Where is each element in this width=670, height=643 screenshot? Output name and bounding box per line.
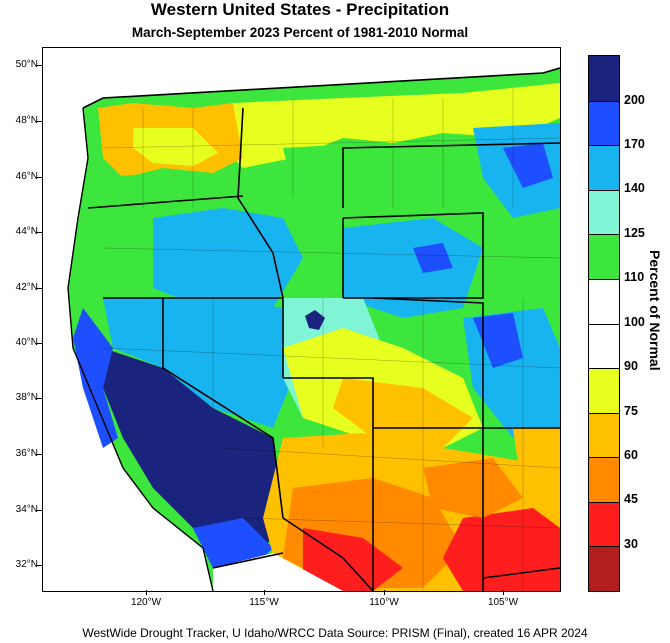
colorbar-swatch [589, 234, 619, 280]
lat-tick [37, 343, 42, 344]
cb-label-170: 170 [624, 137, 645, 151]
lon-label-105: 105°W [487, 597, 519, 608]
region-california-blue [73, 308, 118, 448]
region-four-corners-orange [333, 378, 473, 448]
lon-label-115: 115°W [249, 597, 279, 608]
lat-tick [37, 398, 42, 399]
region-idaho-blue [153, 208, 303, 308]
colorbar-divider [589, 501, 619, 503]
precipitation-map [42, 47, 561, 592]
cb-label-200: 200 [624, 93, 645, 107]
lat-label-48: 48°N [15, 115, 38, 126]
cb-label-75: 75 [624, 404, 638, 418]
colorbar-divider [589, 412, 619, 414]
lon-label-120: 120°W [130, 597, 162, 608]
colorbar-swatch [589, 501, 619, 547]
colorbar-divider [589, 100, 619, 102]
region-plains-south-orange [513, 428, 560, 508]
region-newmexico-darkorange [423, 458, 523, 518]
colorbar-title: Percent of Normal [647, 250, 663, 371]
cb-label-30: 30 [624, 537, 638, 551]
colorbar-divider [589, 189, 619, 191]
lat-tick [37, 177, 42, 178]
lat-tick [37, 454, 42, 455]
lat-label-34: 34°N [15, 504, 38, 515]
region-newmexico-red [443, 508, 560, 591]
region-arizona-red [303, 528, 403, 591]
colorbar-divider [589, 323, 619, 325]
lat-tick [37, 232, 42, 233]
region-wyoming-cyan [343, 218, 483, 318]
lat-label-40: 40°N [15, 337, 38, 348]
colorbar-divider [589, 278, 619, 280]
lat-tick [37, 510, 42, 511]
lon-tick [264, 590, 265, 595]
cb-label-140: 140 [624, 181, 645, 195]
lon-tick [503, 590, 504, 595]
region-colorado-deepblue [473, 313, 523, 368]
lat-label-36: 36°N [15, 448, 38, 459]
lat-label-46: 46°N [15, 171, 38, 182]
region-nevada-cyan [103, 298, 293, 428]
lat-label-42: 42°N [15, 282, 38, 293]
region-socal-blue [193, 518, 273, 568]
colorbar-swatch [589, 412, 619, 458]
cb-label-110: 110 [624, 270, 645, 284]
lat-tick [37, 288, 42, 289]
colorbar-legend [588, 55, 620, 592]
colorbar-swatch [589, 323, 619, 369]
county-borders [102, 88, 560, 591]
sub-title: March-September 2023 Percent of 1981-201… [131, 25, 469, 40]
colorbar-swatch [589, 278, 619, 324]
colorbar-divider [589, 145, 619, 147]
region-plains-deepblue [503, 143, 553, 188]
colorbar-swatch [589, 100, 619, 146]
colorbar-divider [589, 546, 619, 548]
footer-credit: WestWide Drought Tracker, U Idaho/WRCC D… [82, 626, 588, 640]
colorbar-swatch [589, 368, 619, 414]
colorbar-divider [589, 457, 619, 459]
cb-label-125: 125 [624, 226, 645, 240]
lat-label-32: 32°N [15, 559, 38, 570]
colorbar-swatch [589, 546, 619, 592]
lat-tick [37, 65, 42, 66]
state-borders [82, 67, 560, 591]
main-title: Western United States - Precipitation [150, 0, 450, 19]
cb-label-45: 45 [624, 492, 638, 506]
colorbar-swatch [589, 457, 619, 503]
mexico-area [213, 553, 343, 591]
cb-label-100: 100 [624, 315, 645, 329]
cb-label-60: 60 [624, 448, 638, 462]
lon-tick [146, 590, 147, 595]
lat-tick [37, 565, 42, 566]
colorbar-divider [589, 368, 619, 370]
lat-label-44: 44°N [15, 226, 38, 237]
cb-label-90: 90 [624, 359, 638, 373]
region-wyoming-blue [413, 243, 453, 273]
map-svg [43, 48, 560, 591]
pacific-coastline [67, 107, 214, 591]
region-washington-inner [133, 128, 218, 166]
lat-tick [37, 121, 42, 122]
colorbar-swatch [589, 145, 619, 191]
colorbar-swatch [589, 56, 619, 102]
lon-label-110: 110°W [369, 597, 399, 608]
lat-label-50: 50°N [15, 59, 38, 70]
great-salt-lake [305, 310, 325, 330]
region-california-navy [103, 348, 283, 568]
lon-tick [384, 590, 385, 595]
colorbar-swatch [589, 189, 619, 235]
colorbar-divider [589, 234, 619, 236]
lat-label-38: 38°N [15, 392, 38, 403]
